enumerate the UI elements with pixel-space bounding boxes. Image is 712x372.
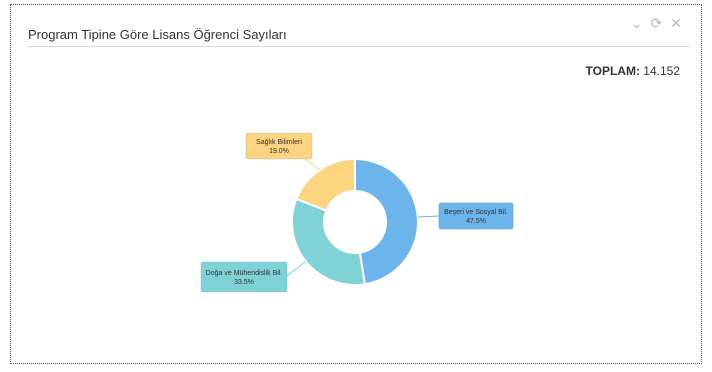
connector-line-0 [417,215,440,218]
slice-label-2: Sağlık Bilimleri [256,139,302,146]
slice-value-2: 19.0% [269,148,289,155]
donut-slice-0[interactable] [354,157,419,286]
donut-slice-1[interactable] [291,197,366,286]
slice-value-1: 33.5% [234,279,254,286]
total-readout: TOPLAM: 14.152 [586,64,681,78]
total-label: TOPLAM: [585,64,640,78]
slice-value-0: 47.5% [466,218,486,225]
slice-label-0: Beşeri ve Sosyal Bil. [444,209,508,216]
label-box-2 [245,132,313,160]
total-value: 14.152 [643,64,680,78]
chevron-down-icon[interactable]: ⌄ [630,15,643,31]
label-box-0 [438,202,514,230]
slice-label-1: Doğa ve Mühendislik Bil. [206,270,283,277]
panel-title: Program Tipine Göre Lisans Öğrenci Sayıl… [28,27,287,42]
refresh-icon[interactable]: ⟳ [650,15,663,31]
donut-slice-2[interactable] [295,157,356,212]
panel-toolbar: ⌄ ⟳ ✕ [631,16,682,30]
title-divider [28,46,690,47]
label-box-1 [200,261,288,293]
connector-line-1 [286,260,307,277]
connector-line-2 [304,158,320,171]
close-icon[interactable]: ✕ [670,15,682,31]
